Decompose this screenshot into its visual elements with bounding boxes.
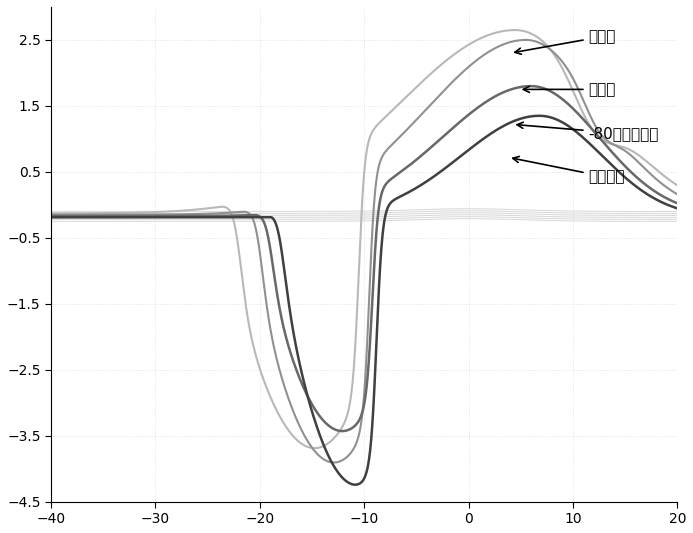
- Text: 移栽期: 移栽期: [523, 82, 616, 97]
- Text: 现蒂期: 现蒂期: [515, 29, 616, 54]
- Text: 十字花期: 十字花期: [513, 157, 625, 184]
- Text: -80度保存样品: -80度保存样品: [517, 122, 659, 141]
